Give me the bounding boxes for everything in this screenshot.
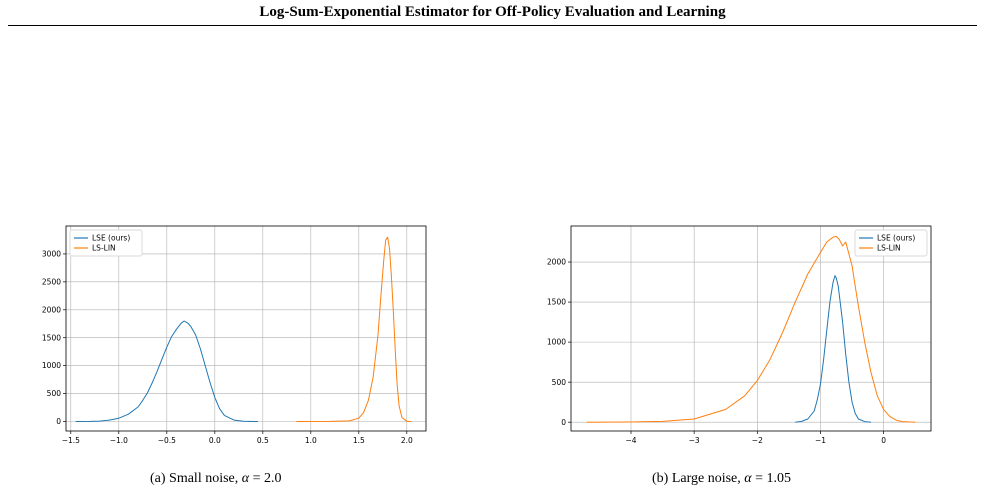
y-tick-label: 2500 (42, 277, 61, 286)
y-tick-label: 1000 (42, 361, 61, 370)
figure-a-chart: −1.5 −1.0 −0.5 0.0 0.5 1.0 1.5 2.0 0 500 1000 1500 2… (42, 225, 427, 445)
x-tick-label: 1.5 (353, 436, 365, 445)
legend-box (854, 229, 928, 257)
series-line-lse (795, 275, 872, 423)
x-tick-label: −1.5 (62, 436, 80, 445)
y-tick-label: 500 (552, 378, 567, 387)
caption-b-alpha: α (744, 471, 752, 486)
y-tick-label: 1000 (547, 338, 566, 347)
x-tick-label: −1.0 (110, 436, 128, 445)
caption-b-prefix: (b) Large noise, (652, 471, 745, 486)
y-tick-label: 2000 (42, 305, 61, 314)
figure-a-caption: (a) Small noise, α = 2.0 (150, 471, 282, 487)
plot-frame (570, 225, 932, 432)
figure-b-caption: (b) Large noise, α = 1.05 (652, 471, 791, 487)
plot-frame (65, 225, 427, 432)
legend-label: LSE (ours) (877, 234, 915, 243)
series-line-lse (75, 320, 259, 422)
y-tick-label: 1500 (547, 298, 566, 307)
y-tick-label: 500 (47, 389, 62, 398)
caption-a-prefix: (a) Small noise, (150, 471, 242, 486)
x-tick-label: −1 (815, 436, 826, 445)
series-line-ls-lin (586, 235, 916, 423)
y-tick-label: 2000 (547, 258, 566, 267)
y-tick-label: 0 (56, 417, 61, 426)
x-tick-label: 1.0 (305, 436, 317, 445)
x-tick-label: −3 (689, 436, 700, 445)
legend-label: LS-LIN (877, 244, 901, 253)
x-tick-label: −0.5 (158, 436, 176, 445)
x-tick-label: 0.5 (257, 436, 269, 445)
caption-a-suffix: = 2.0 (249, 471, 282, 486)
running-title: Log-Sum-Exponential Estimator for Off-Po… (259, 4, 726, 20)
y-tick-label: 1500 (42, 333, 61, 342)
series-line-ls-lin (296, 236, 412, 422)
x-tick-label: −4 (625, 436, 636, 445)
x-tick-label: 0.0 (209, 436, 221, 445)
caption-b-suffix: = 1.05 (751, 471, 792, 486)
x-tick-label: 0 (881, 436, 886, 445)
legend-box (69, 229, 143, 257)
legend-label: LS-LIN (92, 244, 116, 253)
caption-a-alpha: α (241, 471, 250, 486)
x-tick-label: 2.0 (401, 436, 413, 445)
x-tick-label: −2 (752, 436, 763, 445)
legend-label: LSE (ours) (92, 234, 130, 243)
figure-b-chart: −4 −3 −2 −1 0 0 500 1000 1500 2000 LSE (ours)LS-LI… (547, 225, 932, 445)
title-rule (8, 25, 977, 26)
y-tick-label: 0 (561, 418, 566, 427)
y-tick-label: 3000 (42, 250, 61, 259)
